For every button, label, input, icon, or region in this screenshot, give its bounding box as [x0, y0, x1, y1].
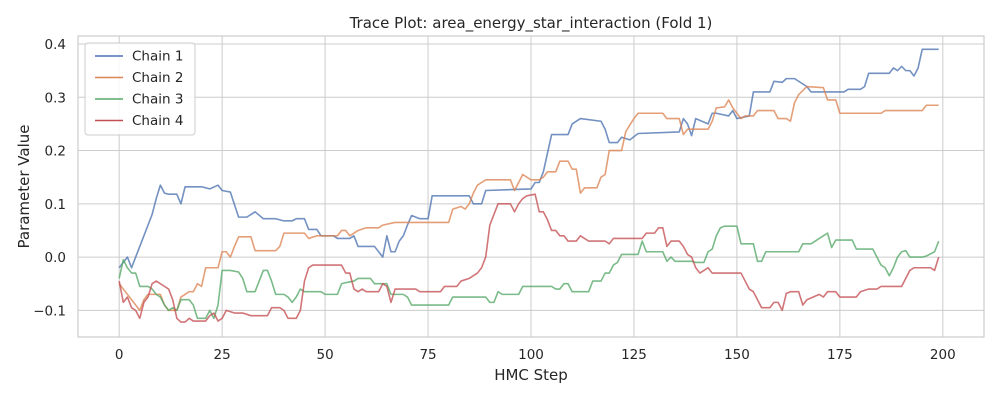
- x-tick-label: 50: [316, 347, 333, 363]
- legend: Chain 1 Chain 2 Chain 3 Chain 4: [84, 42, 196, 136]
- chart-title: Trace Plot: area_energy_star_interaction…: [349, 14, 713, 33]
- x-tick-label: 75: [419, 347, 436, 363]
- legend-label-chain-3: Chain 3: [132, 92, 183, 108]
- x-tick-label: 100: [518, 347, 544, 363]
- y-tick-label: 0.4: [45, 37, 66, 53]
- x-tick-label: 175: [827, 347, 853, 363]
- tick-labels: 0 25 50 75 100 125 150 175 200 −0.1 0.0 0.1 0.2 0.3 0.…: [33, 37, 955, 363]
- series-line-chain-2: [118, 85, 939, 312]
- y-tick-label: 0.0: [45, 250, 66, 266]
- series-layer: [118, 48, 940, 323]
- y-tick-label: 0.1: [45, 197, 66, 213]
- grid: [78, 36, 984, 337]
- legend-label-chain-2: Chain 2: [132, 70, 183, 86]
- x-tick-label: 0: [115, 347, 124, 363]
- x-tick-label: 125: [621, 347, 647, 363]
- x-tick-label: 150: [724, 347, 750, 363]
- series-line-chain-1: [118, 48, 939, 269]
- x-axis-label: HMC Step: [494, 366, 568, 384]
- plot-frame: [77, 35, 985, 338]
- legend-label-chain-4: Chain 4: [132, 113, 183, 129]
- y-tick-label: 0.3: [45, 90, 66, 106]
- legend-box: [84, 42, 196, 136]
- x-tick-label: 200: [930, 347, 956, 363]
- x-tick-label: 25: [214, 347, 231, 363]
- series-line-chain-3: [118, 225, 940, 320]
- y-tick-label: −0.1: [33, 303, 66, 319]
- y-axis-label: Parameter Value: [15, 125, 33, 249]
- series-line-chain-4: [118, 193, 940, 323]
- legend-label-chain-1: Chain 1: [132, 49, 183, 65]
- y-tick-label: 0.2: [45, 144, 66, 160]
